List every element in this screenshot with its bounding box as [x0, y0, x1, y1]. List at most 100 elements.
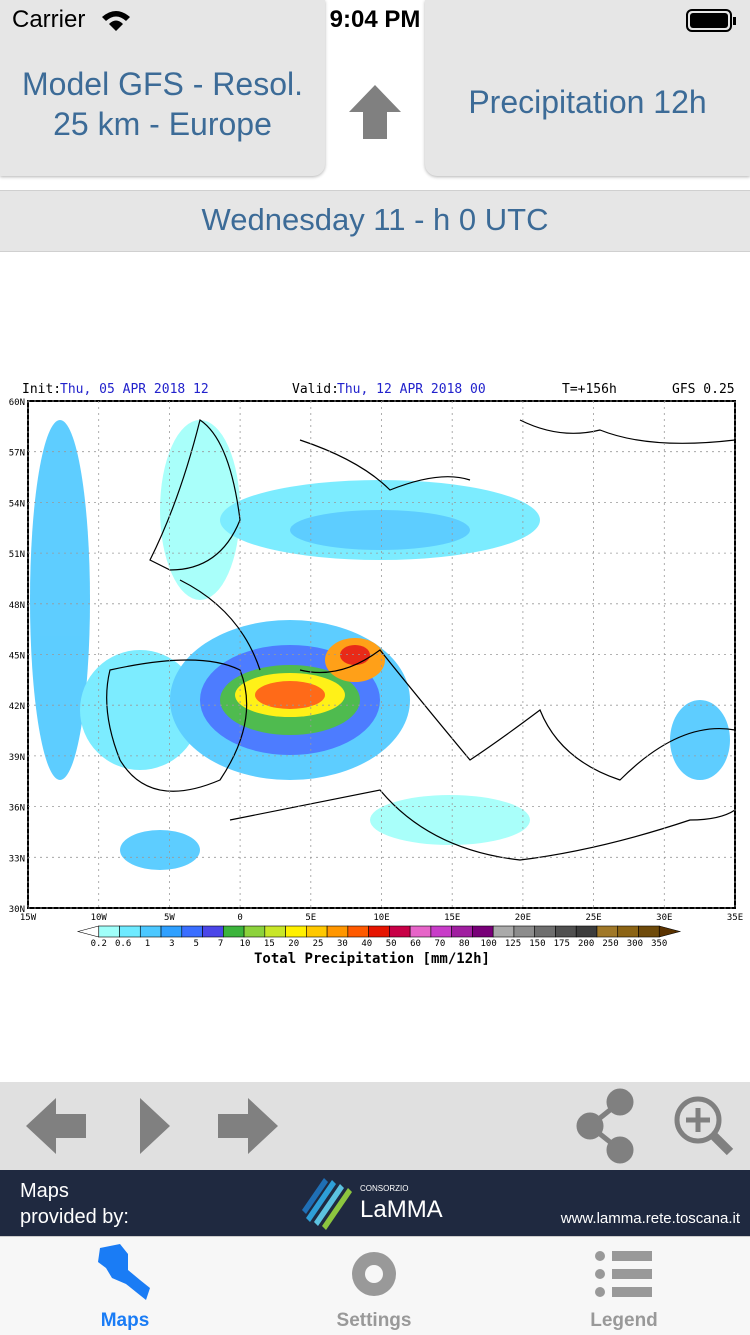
colorbar-swatch — [575, 925, 598, 938]
colorbar-swatch — [451, 925, 473, 938]
lon-label: 5E — [305, 913, 316, 923]
lon-label: 35E — [727, 913, 743, 923]
product-label: Precipitation 12h — [468, 84, 707, 120]
colorbar-swatch — [534, 925, 556, 938]
init-value: Thu, 05 APR 2018 12 — [60, 382, 209, 397]
colorbar-cap — [76, 925, 100, 938]
colorbar-label: 125 — [505, 939, 521, 949]
lon-label: 20E — [515, 913, 531, 923]
colorbar-swatch — [306, 925, 328, 938]
tab-icons — [98, 1244, 652, 1300]
colorbar-swatch — [430, 925, 452, 938]
colorbar-swatch — [347, 925, 369, 938]
colorbar-label: 100 — [481, 939, 497, 949]
tab-maps[interactable]: Maps — [100, 1310, 150, 1331]
colorbar-label: 30 — [337, 939, 348, 949]
colorbar-swatch — [513, 925, 535, 938]
colorbar-label: 10 — [240, 939, 251, 949]
colorbar-swatch — [181, 925, 203, 938]
colorbar-label: 200 — [578, 939, 594, 949]
prev-button[interactable] — [26, 1098, 86, 1154]
battery-icon — [686, 9, 736, 32]
colorbar-swatch — [264, 925, 286, 938]
credits-url[interactable]: www.lamma.rete.toscana.it — [560, 1210, 740, 1227]
lat-label: 42N — [9, 702, 25, 712]
wifi-icon — [102, 11, 130, 31]
colorbar-swatch — [596, 925, 619, 938]
lon-label: 25E — [585, 913, 601, 923]
colorbar-label: 1 — [145, 939, 150, 949]
colorbar-label: 0.2 — [91, 939, 107, 949]
lat-label: 45N — [9, 652, 25, 662]
colorbar-label: 25 — [313, 939, 324, 949]
up-arrow[interactable] — [345, 82, 405, 142]
credits-bar — [0, 1170, 750, 1236]
lon-label: 0 — [237, 913, 242, 923]
credits-text: Maps provided by: — [20, 1178, 129, 1230]
model-button[interactable] — [0, 0, 325, 176]
colorbar-label: 80 — [459, 939, 470, 949]
colorbar-swatch — [617, 925, 639, 938]
play-button[interactable] — [140, 1098, 170, 1154]
colorbar-swatch — [243, 925, 266, 938]
coastlines — [106, 419, 736, 861]
colorbar-swatch — [472, 925, 494, 938]
colorbar-label: 40 — [361, 939, 372, 949]
colorbar-label: 300 — [627, 939, 643, 949]
colorbar-label: 3 — [169, 939, 174, 949]
precip-field — [30, 420, 730, 870]
colorbar-label: 150 — [529, 939, 545, 949]
tab-legend[interactable]: Legend — [590, 1310, 658, 1331]
colorbar-swatch — [326, 925, 349, 938]
legend-icon — [595, 1251, 652, 1297]
colorbar-swatch — [368, 925, 390, 938]
colorbar-swatch — [119, 925, 141, 938]
colorbar-swatch — [202, 925, 224, 938]
zoom-button[interactable] — [674, 1096, 734, 1156]
colorbar-label: 0.6 — [115, 939, 131, 949]
lon-label: 15W — [20, 913, 37, 923]
lat-label: 54N — [9, 499, 25, 509]
maps-icon — [98, 1244, 150, 1300]
valid-value: Thu, 12 APR 2018 00 — [337, 382, 486, 397]
colorbar-swatch — [409, 925, 432, 938]
init-label: Init: — [22, 382, 61, 397]
share-button[interactable] — [576, 1088, 634, 1164]
colorbar-label: 5 — [194, 939, 199, 949]
clock: 9:04 PM — [329, 6, 421, 33]
tab-settings[interactable]: Settings — [336, 1310, 412, 1331]
lamma-logo-mark — [302, 1178, 352, 1230]
lat-label: 57N — [9, 449, 25, 459]
valid-label: Valid: — [292, 382, 339, 397]
credits-line: Maps — [20, 1180, 69, 1202]
colorbar-swatch — [285, 925, 307, 938]
model-tag: GFS 0.25 — [672, 382, 735, 397]
colorbar-label: 70 — [435, 939, 446, 949]
colorbar-label: 250 — [602, 939, 618, 949]
lat-label: 48N — [9, 601, 25, 611]
lon-label: 15E — [444, 913, 460, 923]
colorbar-swatch — [492, 925, 515, 938]
colorbar-label: 175 — [554, 939, 570, 949]
lat-label: 51N — [9, 550, 25, 560]
date-bar[interactable] — [0, 190, 750, 252]
lat-label: 33N — [9, 854, 25, 864]
lon-label: 10E — [373, 913, 389, 923]
lat-label: 30N — [9, 905, 25, 915]
product-button[interactable] — [425, 0, 750, 176]
colorbar-swatch — [223, 925, 245, 938]
toolbar-icons — [26, 1088, 734, 1164]
colorbar-swatch — [98, 925, 120, 938]
colorbar-swatch — [638, 925, 660, 938]
model-line: 25 km - Europe — [53, 106, 272, 142]
settings-icon — [352, 1252, 396, 1296]
next-button[interactable] — [218, 1098, 278, 1154]
colorbar-label: 60 — [410, 939, 421, 949]
logo-name: LaMMA — [360, 1196, 443, 1223]
date-label: Wednesday 11 - h 0 UTC — [201, 202, 549, 237]
model-line: Model GFS - Resol. — [22, 66, 303, 102]
colorbar-swatch — [389, 925, 411, 938]
colorbar-swatch — [139, 925, 162, 938]
colorbar-swatch — [160, 925, 183, 938]
